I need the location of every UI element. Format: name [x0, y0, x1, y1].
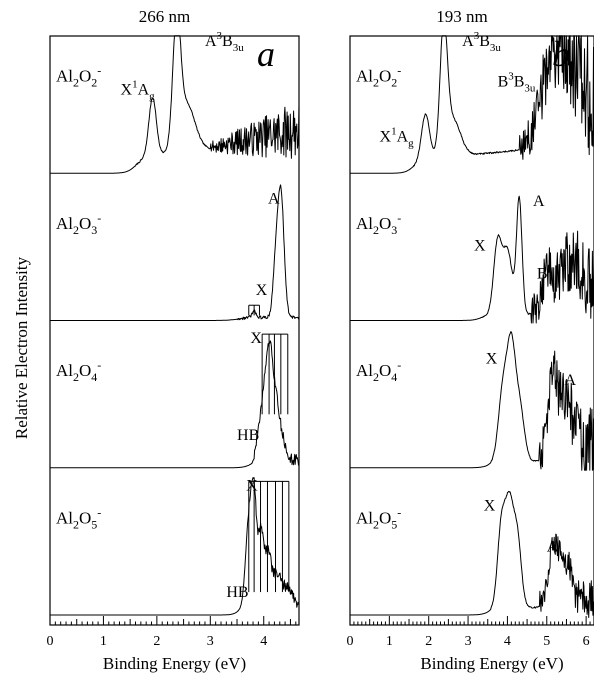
- species-label: Al2O3-: [356, 211, 401, 237]
- peak-annotation: X1Ag: [380, 125, 415, 149]
- panel-letter: a: [257, 34, 275, 74]
- vibrational-progression: [261, 333, 289, 415]
- x-axis: 0 1 2 3 4: [47, 616, 297, 649]
- x-axis-label: Binding Energy (eV): [103, 654, 246, 673]
- spectrum-4: Al2O5- X A: [350, 490, 594, 618]
- spectrum-1: Al2O2- X1Ag A3B3u B3B3u: [350, 30, 594, 174]
- peak-annotation: X: [246, 477, 258, 494]
- x-tick-label: 0: [347, 634, 354, 649]
- species-label: Al2O5-: [56, 505, 101, 531]
- spectrum-trace: [50, 184, 300, 321]
- x-axis-label: Binding Energy (eV): [420, 654, 563, 673]
- peak-annotation: A3B3u: [462, 30, 501, 54]
- peak-annotation: A: [564, 372, 576, 389]
- spectrum-trace: [50, 340, 300, 469]
- peak-annotation: X: [474, 238, 486, 255]
- panel-title: 193 nm: [436, 7, 487, 26]
- spectrum-2: Al2O3- A X: [50, 184, 300, 321]
- spectrum-2: Al2O3- A X B: [350, 193, 594, 324]
- x-tick-label: 0: [47, 634, 54, 649]
- peak-annotation: X: [484, 498, 496, 515]
- species-label: Al2O4-: [56, 358, 101, 384]
- x-tick-label: 4: [260, 634, 267, 649]
- y-axis-label: Relative Electron Intensity: [12, 256, 31, 439]
- spectrum-trace: [350, 35, 594, 174]
- spectrum-3: Al2O4- X A: [350, 331, 594, 471]
- vibrational-progression: [248, 480, 290, 593]
- peak-annotation: A3B3u: [205, 30, 244, 54]
- peak-annotation: A: [268, 190, 280, 207]
- panel-title: 266 nm: [139, 7, 190, 26]
- peak-annotation: HB: [237, 427, 259, 444]
- spectrum-trace: [350, 331, 594, 471]
- spectrum-1: Al2O2- X1Ag A3B3u: [50, 30, 300, 174]
- peak-annotation: B: [537, 266, 548, 283]
- peak-annotation: X: [250, 330, 262, 347]
- species-label: Al2O3-: [56, 211, 101, 237]
- species-label: Al2O2-: [356, 64, 401, 90]
- peak-annotation: A: [533, 193, 545, 210]
- peak-annotation: B3B3u: [498, 71, 536, 95]
- spectrum-trace: [50, 35, 300, 174]
- peak-annotation: A: [547, 538, 559, 555]
- plot-frame: [349, 35, 594, 626]
- x-tick-label: 4: [504, 634, 511, 649]
- species-label: Al2O4-: [356, 358, 401, 384]
- vibrational-progression: [248, 304, 260, 316]
- x-tick-label: 5: [543, 634, 550, 649]
- x-tick-label: 1: [386, 634, 393, 649]
- x-tick-label: 2: [153, 634, 160, 649]
- spectrum-3: Al2O4- X HB: [50, 330, 300, 469]
- x-tick-label: 3: [207, 634, 214, 649]
- x-tick-label: 2: [425, 634, 432, 649]
- x-axis: 0 1 2 3 4 5 6: [347, 616, 594, 649]
- x-tick-label: 6: [583, 634, 590, 649]
- x-tick-label: 3: [465, 634, 472, 649]
- spectrum-trace: [50, 477, 300, 616]
- species-label: Al2O2-: [56, 64, 101, 90]
- spectrum-4: Al2O5- X HB: [50, 477, 300, 616]
- spectrum-trace: [350, 490, 594, 618]
- species-label: Al2O5-: [356, 505, 401, 531]
- x-tick-label: 1: [100, 634, 107, 649]
- spectrum-trace: [350, 195, 594, 324]
- peak-annotation: HB: [226, 584, 248, 601]
- peak-annotation: X: [256, 282, 268, 299]
- peak-annotation: X1Ag: [121, 78, 156, 102]
- peak-annotation: X: [486, 350, 498, 367]
- panel-a: 266 nm a 0 1 2 3 4 Binding Energy (eV) Al2O2- X1A…: [47, 7, 300, 673]
